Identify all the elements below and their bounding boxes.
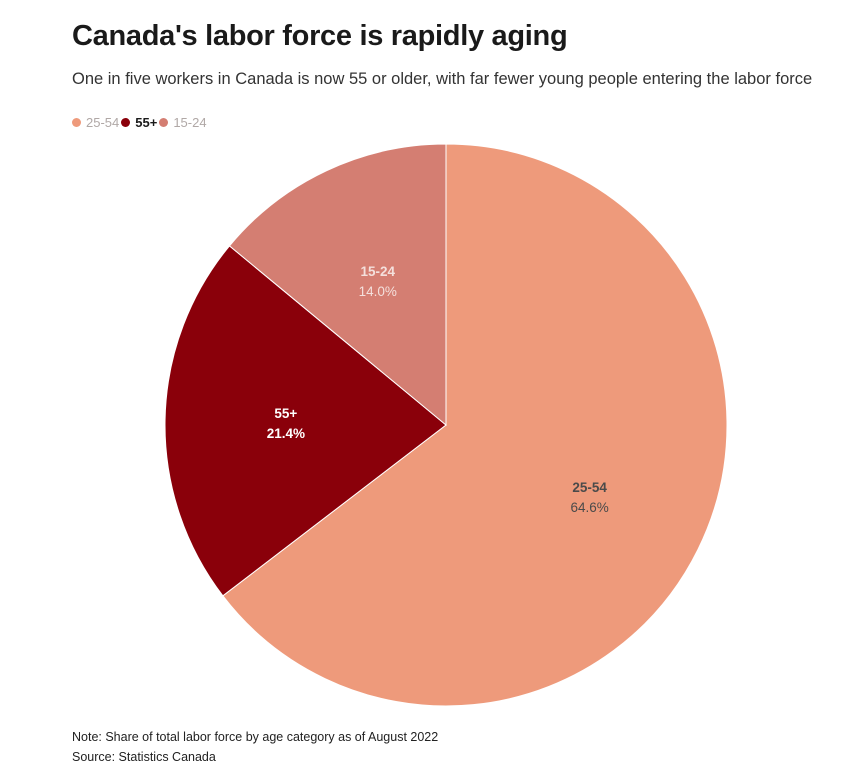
slice-value-label: 64.6% <box>570 500 608 515</box>
legend-label: 25-54 <box>86 115 120 130</box>
legend-swatch <box>121 118 131 127</box>
chart-source: Source: Statistics Canada <box>72 750 216 764</box>
legend-swatch <box>72 118 81 127</box>
chart-title: Canada's labor force is rapidly aging <box>72 20 568 52</box>
legend-item-55-plus[interactable]: 55+ <box>121 115 157 130</box>
legend-swatch <box>159 118 169 127</box>
legend-item-15-24[interactable]: 15-24 <box>159 115 207 130</box>
legend-label: 55+ <box>135 115 158 130</box>
legend-item-25-54[interactable]: 25-54 <box>72 115 119 130</box>
slice-value-label: 14.0% <box>359 284 397 299</box>
legend: 25-54 55+ 15-24 <box>72 115 209 130</box>
legend-label: 15-24 <box>173 115 207 130</box>
slice-label: 55+ <box>274 406 297 421</box>
slice-value-label: 21.4% <box>267 426 305 441</box>
pie-slice-55-plus[interactable] <box>164 245 447 597</box>
slice-label: 15-24 <box>361 264 396 279</box>
slice-label: 25-54 <box>572 480 607 495</box>
pie-slice-15-24[interactable] <box>228 143 447 427</box>
chart-subtitle: One in five workers in Canada is now 55 … <box>72 70 813 88</box>
chart-note: Note: Share of total labor force by age … <box>72 730 439 744</box>
pie-slice-25-54[interactable] <box>222 143 728 707</box>
